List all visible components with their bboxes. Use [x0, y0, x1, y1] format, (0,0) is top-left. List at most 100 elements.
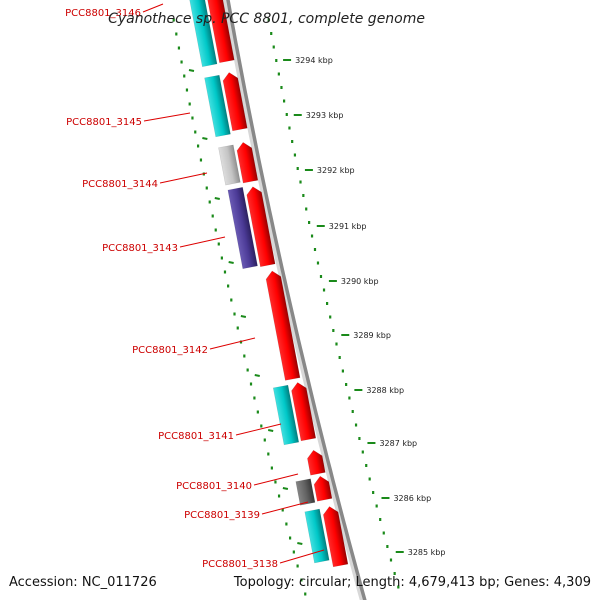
tick-dot [322, 288, 326, 292]
tick-dot [227, 284, 230, 288]
scale-label: 3291 kbp [329, 222, 367, 231]
label-leader-line [142, 3, 164, 13]
tick-dot [260, 424, 263, 428]
tick-dot [372, 491, 375, 494]
tick-dot [275, 59, 278, 62]
tick-dot [299, 180, 302, 184]
cog-box [272, 384, 300, 446]
tick-dot [389, 558, 393, 562]
scale-label: 3286 kbp [393, 494, 431, 503]
feature-tracks [187, 0, 349, 568]
tick-dot [348, 396, 351, 400]
tick-dot [310, 234, 314, 238]
gene-label: PCC8801_3146 [65, 8, 141, 19]
tick-dot [285, 113, 288, 116]
tick-dot [338, 356, 341, 359]
cds-arrow [265, 270, 301, 381]
label-leader-line [179, 236, 226, 248]
tick-dot [191, 116, 194, 120]
label-leader-line [209, 337, 256, 350]
tick-dot [188, 102, 191, 106]
tick-rings [172, 18, 404, 596]
tick-dot [220, 256, 223, 260]
tick-mark [240, 315, 247, 318]
cds-arrow [313, 475, 333, 502]
cog-box [304, 508, 330, 564]
tick-dot [263, 438, 266, 442]
tick-dot [308, 221, 311, 224]
scale-label: 3289 kbp [353, 331, 391, 340]
scale-label: 3292 kbp [317, 166, 355, 175]
tick-dot [332, 329, 335, 332]
tick-dot [246, 368, 249, 372]
tick-dot [291, 140, 294, 143]
backbone-line [226, 0, 367, 600]
tick-dot [368, 477, 371, 481]
label-leader-line [261, 501, 309, 515]
tick-dot [281, 508, 284, 512]
tick-dot [358, 437, 361, 440]
tick-dot [175, 32, 178, 36]
backbone-shadow [222, 0, 364, 600]
cds-arrow [246, 186, 276, 267]
tick-dot [256, 410, 259, 414]
tick-dot [205, 186, 208, 190]
tick-dot [183, 74, 186, 78]
scale-label: 3293 kbp [306, 111, 344, 120]
gene-label: PCC8801_3144 [82, 179, 158, 190]
tick-mark [214, 197, 220, 200]
tick-dot [305, 207, 308, 211]
scale-label: 3288 kbp [366, 386, 404, 395]
label-leader-line [235, 423, 282, 436]
map-title: Cyanothece sp. PCC 8801, complete genome [108, 11, 425, 27]
tick-mark [297, 542, 303, 545]
tick-dot [288, 536, 292, 540]
tick-dot [354, 423, 358, 427]
text-layer: 3294 kbp 3293 kbp 3292 kbp 3291 kbp 3290 kbp… [65, 8, 445, 570]
accession-footer: Accession: NC_011726 [9, 575, 157, 590]
tick-dot [270, 32, 273, 35]
tick-dot [285, 522, 288, 526]
tick-dot [217, 242, 220, 246]
tick-dot [177, 46, 181, 50]
tick-dot [319, 275, 323, 278]
tick-dot [270, 466, 273, 470]
tick-dot [196, 144, 200, 148]
cog-box [218, 144, 241, 186]
cog-box [187, 0, 218, 68]
cog-box [295, 478, 316, 506]
cds-arrow [236, 142, 259, 184]
tick-dot [345, 383, 348, 386]
tick-dot [180, 60, 183, 64]
tick-dot [272, 45, 275, 49]
tick-dot [296, 564, 299, 568]
label-leader-line [279, 549, 325, 564]
tick-dot [253, 396, 256, 400]
tick-dot [288, 126, 291, 130]
label-leader-line [253, 473, 299, 486]
tick-dot [293, 153, 297, 157]
scale-label: 3290 kbp [341, 277, 379, 286]
tick-dot [280, 86, 283, 89]
tick-dot [267, 452, 270, 456]
tick-dot [379, 518, 382, 521]
cds-arrow [222, 72, 248, 132]
label-leader-line [159, 172, 208, 184]
gene-label: PCC8801_3139 [184, 510, 260, 521]
tick-dot [185, 88, 189, 92]
tick-dot [375, 504, 378, 508]
tick-dot [393, 572, 396, 575]
tick-dot [296, 167, 299, 170]
tick-dot [199, 158, 203, 162]
tick-dot [316, 261, 320, 265]
label-leader-line [143, 112, 191, 122]
tick-dot [274, 480, 277, 484]
gene-label: PCC8801_3138 [202, 559, 278, 570]
tick-dot [208, 200, 211, 204]
tick-dot [351, 410, 354, 413]
tick-mark [228, 261, 234, 264]
tick-dot [397, 585, 400, 589]
cds-arrow [323, 506, 349, 568]
tick-dot [249, 382, 253, 386]
